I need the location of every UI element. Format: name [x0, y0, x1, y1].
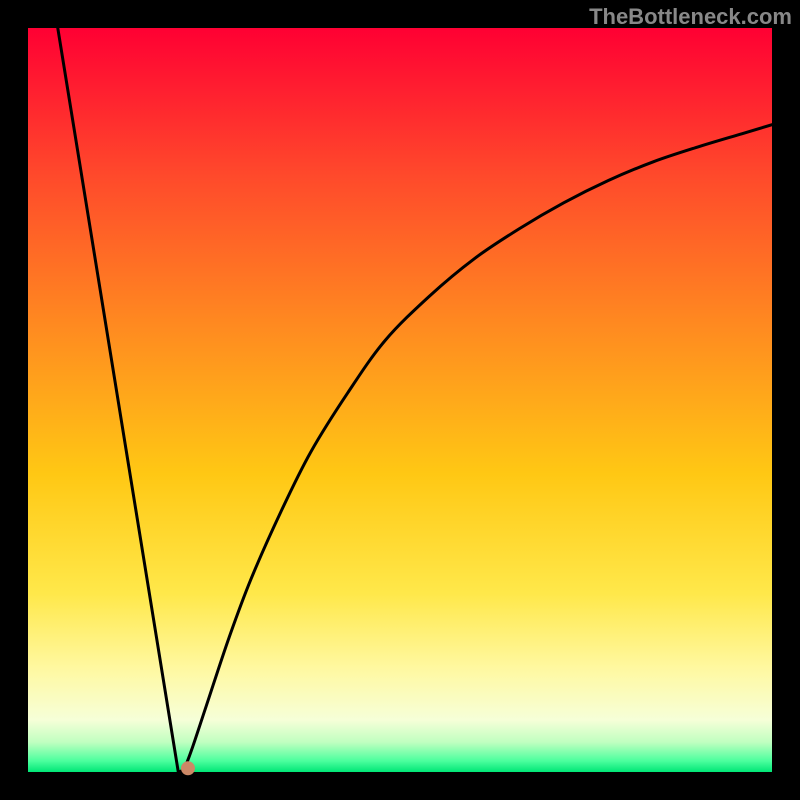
optimal-point-marker — [181, 761, 195, 775]
chart-plot-area — [28, 28, 772, 772]
chart-container: TheBottleneck.com — [0, 0, 800, 800]
bottleneck-curve-chart — [0, 0, 800, 800]
watermark-text: TheBottleneck.com — [589, 4, 792, 30]
